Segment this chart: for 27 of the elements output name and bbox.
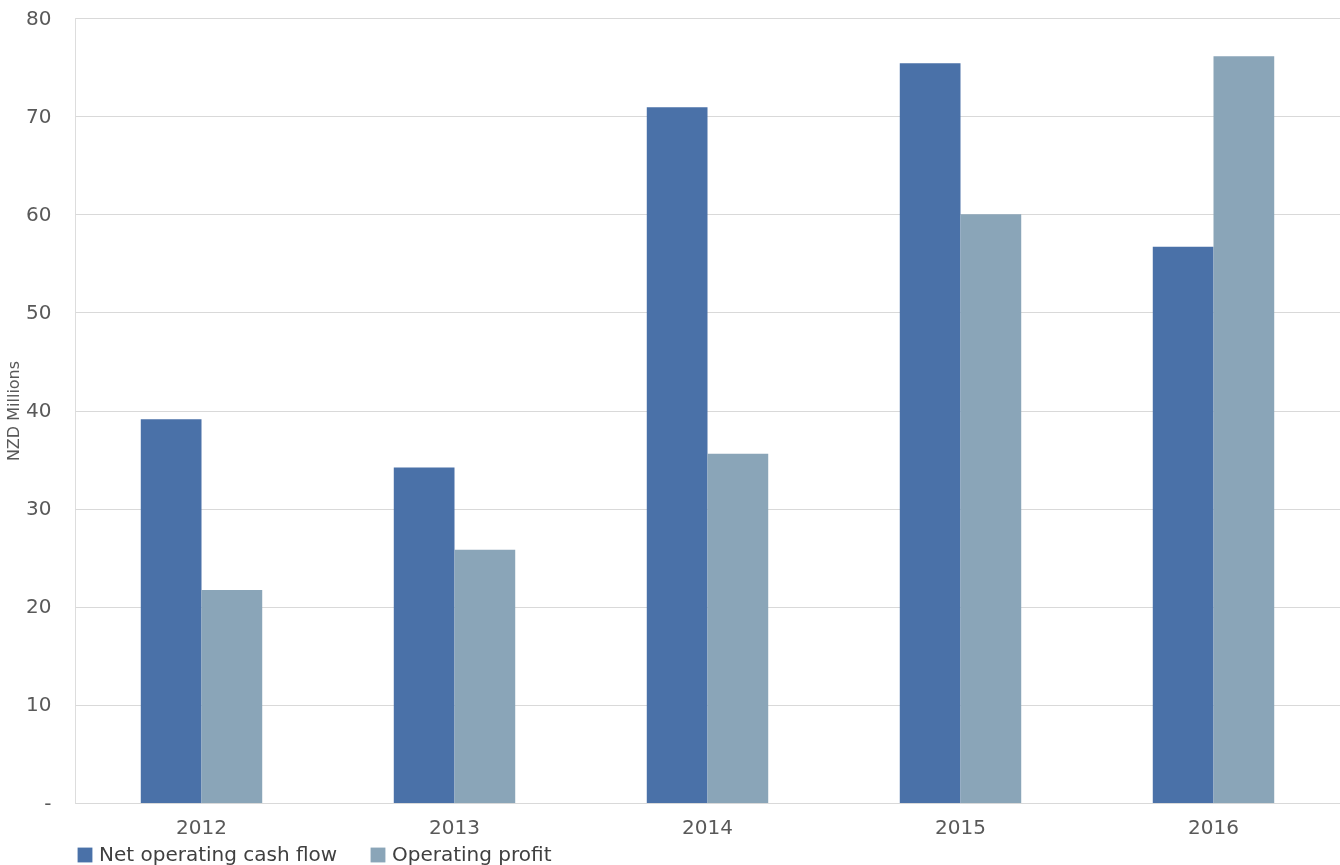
bar [707,453,769,803]
y-tick-label: 10 [26,692,52,717]
bar [646,107,708,803]
bar [201,590,263,803]
bar [1213,56,1275,803]
bar [1152,246,1214,803]
bar [140,419,202,803]
y-tick-label: 70 [26,103,52,128]
y-tick-label: - [44,790,52,815]
x-tick-label: 2012 [176,814,227,839]
y-axis-title: NZD Millions [4,360,24,462]
y-tick-label: 60 [26,201,52,226]
legend-label: Operating profit [392,842,552,865]
x-tick-label: 2016 [1188,814,1239,839]
y-tick-label: 20 [26,594,52,619]
y-tick-label: 40 [26,398,52,422]
x-tick-label: 2014 [682,814,733,839]
y-tick-label: 80 [26,5,52,30]
bar [899,63,961,803]
x-tick-label: 2013 [429,814,480,839]
bar [960,214,1022,803]
bar [454,549,516,803]
legend-label: Net operating cash flow [99,842,338,865]
bar [393,467,455,803]
x-tick-label: 2015 [935,814,986,839]
y-tick-label: 50 [26,299,52,324]
y-tick-label: 30 [26,496,52,521]
